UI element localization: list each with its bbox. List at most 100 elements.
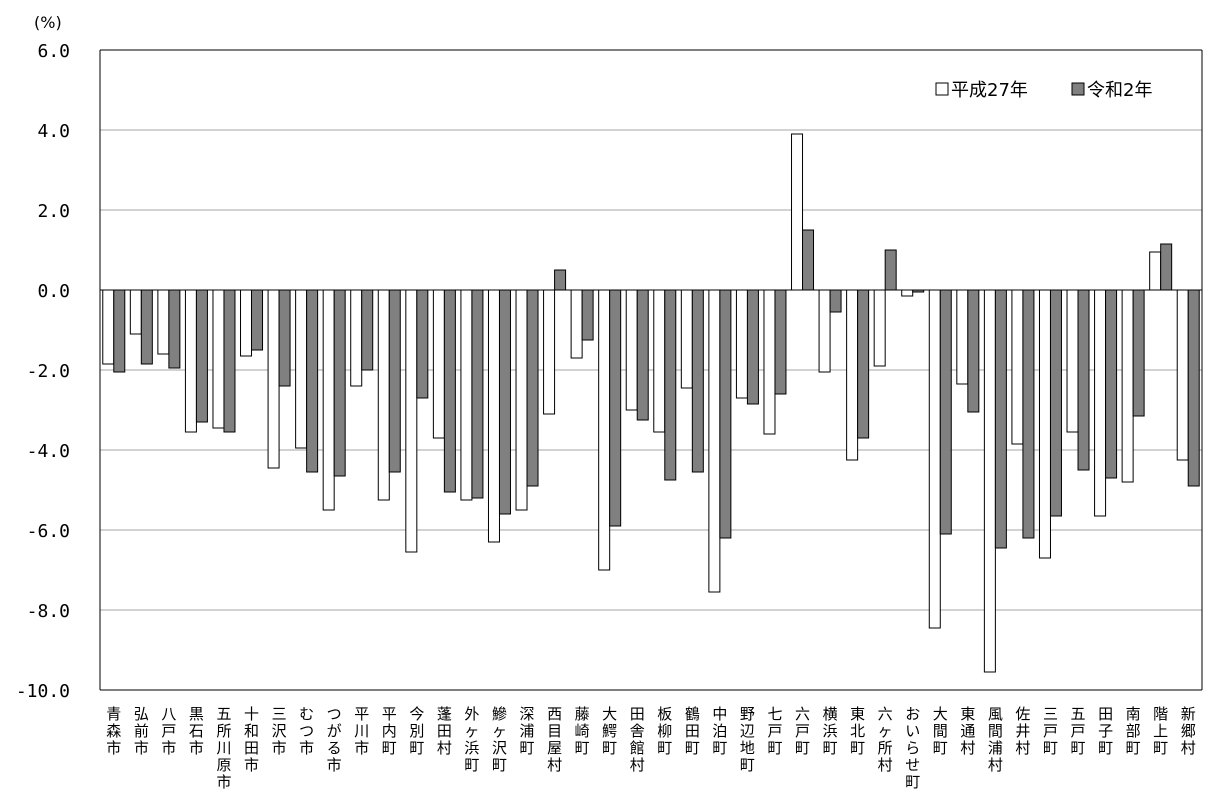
bar-series-1 [241,290,252,356]
bar-series-1 [158,290,169,354]
bar-series-1 [323,290,334,510]
bar-series-2 [637,290,648,420]
category-label: 藤崎町 [575,705,590,757]
category-label: おいらせ町 [905,705,920,791]
bar-series-1 [819,290,830,372]
legend-label-series-2: 令和2年 [1087,80,1152,101]
legend-swatch-series-2 [1072,83,1084,95]
bar-series-2 [279,290,290,386]
category-label: 平内町 [382,705,397,757]
y-tick-label: -2.0 [27,361,70,382]
bar-series-2 [114,290,125,372]
bar-series-2 [555,270,566,290]
y-tick-label: 2.0 [37,201,70,222]
bar-series-1 [571,290,582,358]
bar-series-1 [1177,290,1188,460]
category-label: むつ市 [299,705,314,757]
bar-series-1 [654,290,665,432]
bar-series-2 [141,290,152,364]
category-label: 大間町 [933,705,948,757]
category-label: 野辺地町 [740,705,755,774]
category-label: 十和田市 [244,705,259,774]
category-label: 階上町 [1153,705,1168,757]
bar-series-2 [747,290,758,404]
category-label: 蓬田村 [437,705,452,757]
bar-series-1 [874,290,885,366]
y-tick-label: 4.0 [37,121,70,142]
category-label: 七戸町 [767,705,782,757]
bar-series-2 [995,290,1006,548]
bar-series-1 [957,290,968,384]
bar-series-1 [847,290,858,460]
bar-series-2 [665,290,676,480]
category-label: 弘前市 [134,705,149,757]
bar-series-1 [929,290,940,628]
bar-series-1 [461,290,472,500]
category-label: 南部町 [1126,705,1141,757]
y-tick-label: -10.0 [16,681,70,702]
bar-series-1 [103,290,114,364]
category-label: 八戸市 [161,705,176,757]
bar-series-1 [1122,290,1133,482]
bars [103,134,1199,672]
y-tick-labels: 6.0 4.0 2.0 0.0 -2.0 -4.0 -6.0 -8.0 -10.0 [16,41,70,702]
bar-series-2 [499,290,510,514]
category-label: 大鰐町 [602,705,617,757]
y-tick-label: -8.0 [27,601,70,622]
bar-series-1 [296,290,307,448]
bar-series-1 [1012,290,1023,444]
bar-series-2 [720,290,731,538]
bar-series-2 [169,290,180,368]
bar-series-1 [599,290,610,570]
bar-series-2 [1023,290,1034,538]
bar-series-1 [902,290,913,296]
y-tick-label: -6.0 [27,521,70,542]
category-label: 東通村 [960,705,975,757]
bar-series-2 [803,230,814,290]
y-tick-label: -4.0 [27,441,70,462]
bar-series-2 [610,290,621,526]
bar-series-1 [681,290,692,388]
gridlines [100,50,1202,610]
bar-series-2 [775,290,786,394]
bar-series-2 [1161,244,1172,290]
category-label: 鰺ヶ沢町 [492,705,507,774]
category-label: 東北町 [850,705,865,757]
bar-series-1 [406,290,417,552]
bar-series-2 [885,250,896,290]
bar-series-1 [626,290,637,410]
y-tick-label: 6.0 [37,41,70,62]
bar-series-1 [984,290,995,672]
bar-series-1 [130,290,141,334]
category-label: 三戸町 [1043,705,1058,757]
category-label: 平川市 [354,705,369,757]
bar-series-1 [736,290,747,398]
legend-swatch-series-1 [936,83,948,95]
bar-series-2 [830,290,841,312]
category-label: 今別町 [409,705,424,757]
category-label: 六ヶ所村 [878,705,893,774]
bar-series-2 [472,290,483,498]
bar-series-2 [692,290,703,472]
bar-series-1 [351,290,362,386]
bar-series-2 [940,290,951,534]
category-label: 五所川原市 [216,705,231,791]
category-label: 新郷村 [1181,705,1196,757]
bar-series-1 [544,290,555,414]
bar-series-2 [417,290,428,398]
unit-label: (%) [34,13,62,32]
bar-series-2 [1106,290,1117,478]
category-label: 板柳町 [657,705,672,757]
bar-series-1 [1067,290,1078,432]
bar-series-2 [444,290,455,492]
bar-series-2 [307,290,318,472]
bar-series-1 [378,290,389,500]
bar-series-1 [185,290,196,432]
bar-series-2 [1078,290,1089,470]
category-label: 三沢市 [272,705,287,757]
category-labels: 青森市弘前市八戸市黒石市五所川原市十和田市三沢市むつ市つがる市平川市平内町今別町… [106,705,1195,791]
category-label: 田舎館村 [630,705,645,774]
category-label: 鶴田町 [685,705,700,757]
category-label: 横浜町 [823,705,838,757]
bar-series-1 [709,290,720,592]
